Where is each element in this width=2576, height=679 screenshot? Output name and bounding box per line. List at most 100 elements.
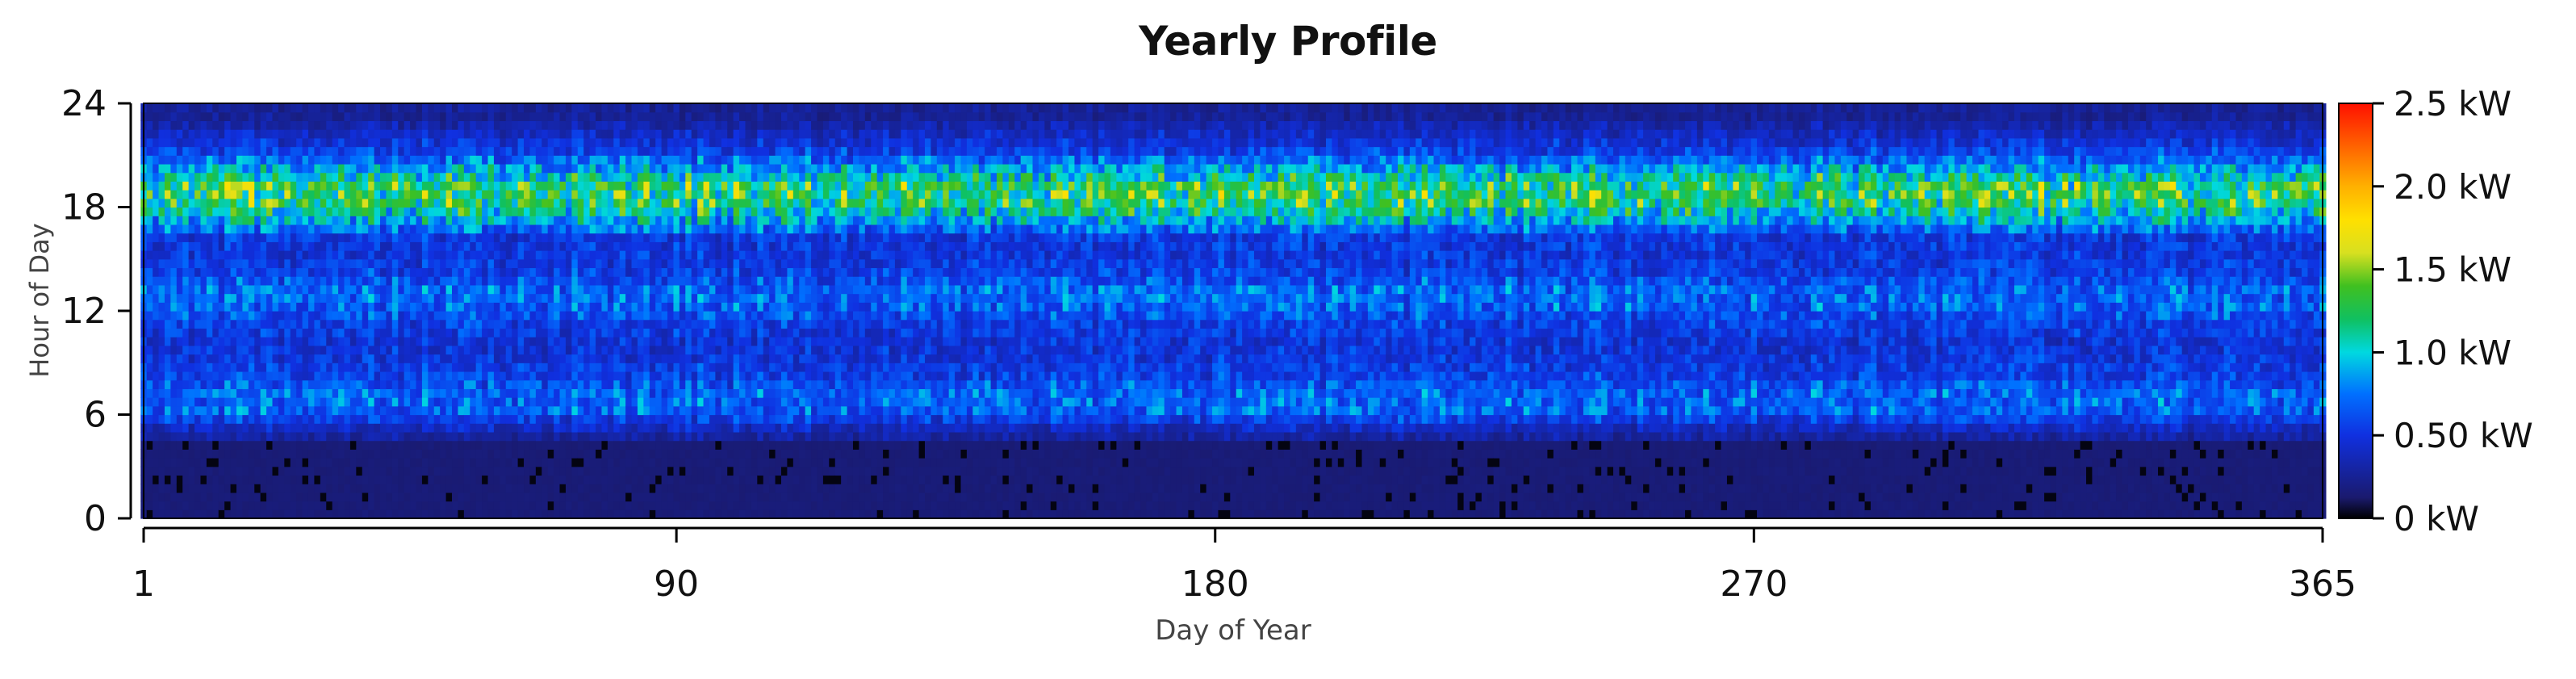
heatmap-cell bbox=[643, 492, 650, 502]
heatmap-cell bbox=[200, 146, 207, 156]
heatmap-cell bbox=[386, 198, 393, 208]
heatmap-cell bbox=[320, 250, 328, 260]
heatmap-cell bbox=[655, 440, 663, 450]
heatmap-cell bbox=[224, 137, 232, 148]
heatmap-cell bbox=[715, 284, 722, 295]
heatmap-cell bbox=[391, 328, 399, 337]
heatmap-cell bbox=[391, 276, 399, 286]
heatmap-cell bbox=[596, 475, 603, 484]
heatmap-cell bbox=[194, 345, 202, 355]
heatmap-cell bbox=[428, 120, 435, 130]
heatmap-cell bbox=[452, 414, 459, 424]
heatmap-cell bbox=[170, 363, 178, 372]
heatmap-cell bbox=[349, 431, 358, 442]
heatmap-cell bbox=[374, 241, 381, 251]
heatmap-cell bbox=[170, 293, 178, 303]
heatmap-cell bbox=[236, 319, 244, 329]
heatmap-cell bbox=[751, 224, 759, 234]
heatmap-cell bbox=[745, 137, 752, 148]
heatmap-cell bbox=[649, 216, 656, 225]
heatmap-cell bbox=[685, 311, 692, 321]
heatmap-cell bbox=[685, 129, 692, 139]
heatmap-cell bbox=[332, 137, 339, 148]
heatmap-cell bbox=[368, 328, 375, 337]
heatmap-cell bbox=[554, 155, 561, 165]
heatmap-cell bbox=[458, 120, 465, 130]
heatmap-cell bbox=[248, 137, 256, 148]
heatmap-cell bbox=[344, 241, 351, 251]
heatmap-cell bbox=[607, 509, 615, 519]
heatmap-cell bbox=[260, 328, 267, 337]
heatmap-cell bbox=[153, 207, 160, 216]
heatmap-cell bbox=[236, 337, 244, 346]
heatmap-cell bbox=[577, 492, 584, 502]
heatmap-cell bbox=[344, 328, 351, 337]
heatmap-cell bbox=[428, 458, 435, 467]
heatmap-cell bbox=[463, 198, 471, 208]
heatmap-cell bbox=[296, 181, 303, 191]
heatmap-cell bbox=[266, 267, 274, 277]
heatmap-cell bbox=[290, 103, 297, 113]
heatmap-cell bbox=[362, 501, 369, 510]
heatmap-cell bbox=[416, 103, 423, 113]
heatmap-cell bbox=[349, 337, 358, 346]
heatmap-cell bbox=[703, 250, 710, 260]
heatmap-cell bbox=[320, 276, 328, 286]
heatmap-cell bbox=[314, 492, 321, 502]
heatmap-cell bbox=[482, 449, 489, 459]
heatmap-cell bbox=[458, 319, 465, 329]
heatmap-cell bbox=[487, 129, 495, 139]
heatmap-cell bbox=[356, 501, 363, 510]
heatmap-cell bbox=[535, 354, 543, 363]
heatmap-cell bbox=[296, 267, 303, 277]
heatmap-cell bbox=[170, 111, 178, 122]
heatmap-cell bbox=[655, 379, 663, 389]
heatmap-cell bbox=[463, 293, 471, 303]
heatmap-cell bbox=[356, 431, 363, 442]
heatmap-cell bbox=[458, 241, 465, 251]
heatmap-cell bbox=[440, 319, 447, 329]
heatmap-cell bbox=[314, 414, 321, 424]
heatmap-cell bbox=[601, 423, 608, 433]
heatmap-cell bbox=[188, 216, 195, 225]
heatmap-cell bbox=[721, 172, 729, 182]
heatmap-cell bbox=[146, 414, 153, 424]
heatmap-cell bbox=[637, 371, 645, 381]
heatmap-cell bbox=[307, 190, 316, 199]
heatmap-cell bbox=[757, 319, 764, 329]
heatmap-cell bbox=[565, 458, 573, 467]
heatmap-cell bbox=[302, 319, 309, 329]
heatmap-cell bbox=[625, 414, 633, 424]
heatmap-cell bbox=[236, 250, 244, 260]
heatmap-cell bbox=[391, 207, 399, 216]
heatmap-cell bbox=[685, 233, 692, 242]
heatmap-cell bbox=[164, 120, 172, 130]
heatmap-cell bbox=[475, 224, 483, 234]
heatmap-cell bbox=[146, 146, 153, 156]
heatmap-cell bbox=[290, 466, 297, 476]
heatmap-cell bbox=[733, 484, 740, 493]
heatmap-cell bbox=[182, 501, 190, 510]
heatmap-cell bbox=[643, 458, 650, 467]
heatmap-cell bbox=[236, 466, 244, 476]
heatmap-cell bbox=[637, 475, 645, 484]
heatmap-cell bbox=[344, 276, 351, 286]
heatmap-cell bbox=[452, 475, 459, 484]
heatmap-cell bbox=[386, 466, 393, 476]
heatmap-cell bbox=[655, 354, 663, 363]
heatmap-cell bbox=[482, 276, 489, 286]
heatmap-cell bbox=[745, 284, 752, 295]
heatmap-cell bbox=[709, 501, 717, 510]
heatmap-cell bbox=[500, 267, 507, 277]
heatmap-cell bbox=[649, 276, 656, 286]
heatmap-cell bbox=[679, 129, 687, 139]
heatmap-cell bbox=[517, 190, 525, 199]
heatmap-cell bbox=[709, 207, 717, 216]
heatmap-cell bbox=[158, 258, 165, 269]
heatmap-cell bbox=[529, 440, 537, 450]
heatmap-cell bbox=[475, 146, 483, 156]
heatmap-cell bbox=[475, 111, 483, 122]
heatmap-cell bbox=[559, 311, 567, 321]
heatmap-cell bbox=[643, 354, 650, 363]
heatmap-cell bbox=[463, 302, 471, 312]
